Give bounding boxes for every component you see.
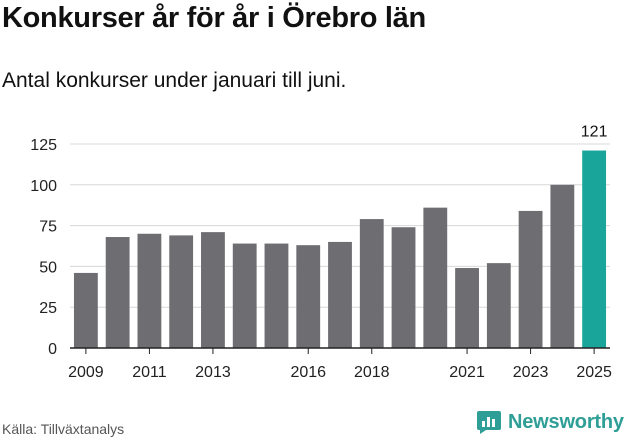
newsworthy-logo-icon	[477, 411, 501, 434]
bar-2017	[328, 241, 352, 348]
source-note: Källa: Tillväxtanalys	[2, 421, 125, 437]
x-tick-label: 2011	[132, 364, 167, 381]
bar-2024	[550, 184, 575, 348]
bar-2012	[169, 235, 194, 348]
y-tick-label: 125	[30, 137, 57, 154]
bar-2025	[582, 150, 607, 348]
bar-2016	[296, 245, 321, 348]
bar-2009	[73, 272, 98, 348]
bar-2019	[391, 227, 416, 348]
bar-2010	[105, 237, 130, 348]
y-tick-label: 25	[39, 300, 57, 317]
bar-2021	[455, 268, 479, 348]
bar-2023	[518, 210, 543, 348]
brand-logo: Newsworthy	[476, 408, 624, 436]
bar-2022	[486, 263, 511, 348]
brand-name: Newsworthy	[508, 410, 624, 433]
bar-2018	[359, 219, 384, 348]
x-tick-label: 2021	[449, 364, 485, 381]
y-axis-labels: 0 25 50 75 100 125	[30, 137, 57, 358]
chart-title: Konkurser år för år i Örebro län	[2, 2, 426, 34]
bars	[73, 150, 607, 348]
bar-2015	[264, 243, 289, 348]
x-tick-label: 2013	[195, 364, 231, 381]
y-tick-label: 100	[30, 178, 57, 195]
y-tick-label: 75	[39, 219, 57, 236]
x-axis-labels: 2009 2011 2013 2016 2018 2021 2023 2025	[68, 364, 612, 381]
x-tick-label: 2016	[290, 364, 326, 381]
y-tick-label: 0	[48, 341, 57, 358]
chart-subtitle: Antal konkurser under januari till juni.	[2, 69, 347, 92]
y-tick-label: 50	[39, 259, 57, 276]
bar-2014	[232, 243, 257, 348]
bar-2013	[201, 232, 225, 348]
x-tick-label: 2023	[513, 364, 549, 381]
bar-2020	[423, 207, 448, 348]
bar-2011	[137, 233, 162, 348]
x-tick-label: 2009	[68, 364, 104, 381]
data-label: 121	[581, 124, 608, 141]
x-tick-label: 2025	[576, 364, 612, 381]
data-labels: 121	[581, 124, 608, 141]
x-axis	[70, 347, 610, 354]
x-tick-label: 2018	[354, 364, 390, 381]
